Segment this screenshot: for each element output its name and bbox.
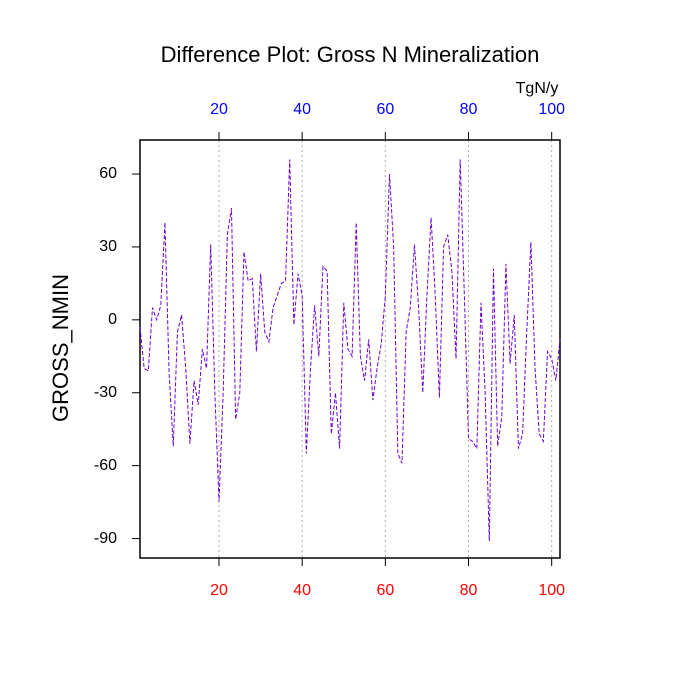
y-axis-label: GROSS_NMIN [48, 274, 73, 422]
x2-tick-label: 60 [376, 101, 394, 118]
x-tick-label: 80 [460, 582, 478, 599]
x2-tick-label: 100 [538, 101, 565, 118]
x-tick-label: 60 [376, 582, 394, 599]
plot-frame [139, 139, 561, 559]
y-tick-label: 0 [108, 311, 117, 328]
x2-tick-label: 40 [293, 101, 311, 118]
chart-title: Difference Plot: Gross N Mineralization [161, 42, 540, 67]
x2-tick-label: 80 [460, 101, 478, 118]
y-tick-label: -30 [94, 384, 117, 401]
y-tick-label: -90 [94, 530, 117, 547]
x2-tick-label: 20 [210, 101, 228, 118]
x2-axis-label: TgN/y [516, 80, 559, 97]
x-tick-label: 20 [210, 582, 228, 599]
y-tick-label: 60 [99, 165, 117, 182]
x-tick-label: 100 [538, 582, 565, 599]
y-tick-label: 30 [99, 238, 117, 255]
y-tick-label: -60 [94, 457, 117, 474]
data-line [139, 159, 561, 542]
x-tick-label: 40 [293, 582, 311, 599]
